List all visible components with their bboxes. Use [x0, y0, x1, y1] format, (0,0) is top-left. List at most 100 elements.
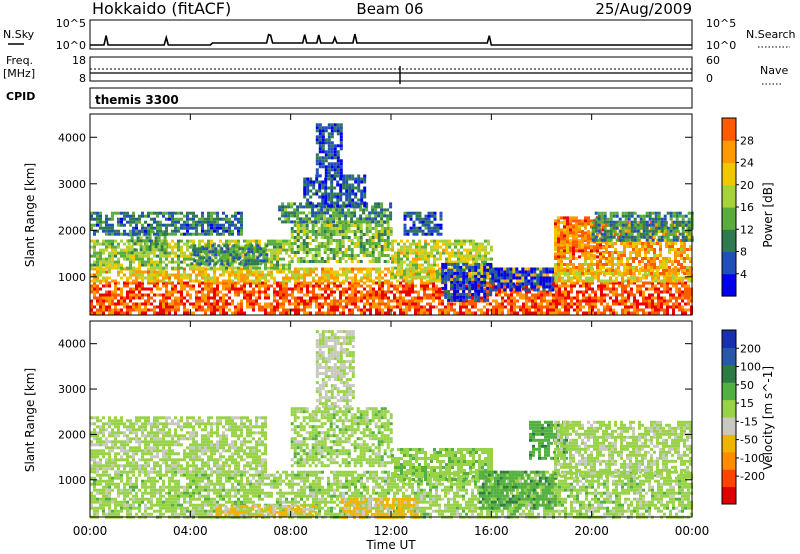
power-cell-band-0	[627, 311, 630, 315]
power-cell-band-2	[213, 245, 216, 249]
power-cell-band-2	[222, 263, 225, 267]
power-cell-band-4	[189, 226, 192, 230]
power-cell-band-9	[315, 126, 319, 130]
power-cell-band-2	[117, 266, 120, 270]
power-cell-band-2	[276, 257, 279, 261]
power-cell-band-4	[108, 232, 111, 236]
power-cell-band-0	[261, 281, 264, 285]
power-cell-band-10	[412, 242, 415, 246]
power-cell-band-2	[189, 266, 192, 270]
power-cell-band-1	[378, 276, 381, 280]
power-cell-band-0	[408, 290, 411, 294]
power-cell-band-0	[123, 281, 126, 285]
power-cell-band-1	[363, 276, 366, 280]
power-cell-band-13	[545, 282, 549, 286]
power-cell-band-0	[633, 302, 636, 306]
power-cell-band-1	[528, 267, 531, 271]
power-cell-band-0	[540, 290, 543, 294]
power-cell-band-0	[519, 293, 522, 297]
power-cell-band-8	[330, 204, 334, 208]
power-cell-band-1	[162, 270, 165, 274]
power-cell-band-0	[462, 305, 465, 309]
power-cell-band-0	[258, 293, 261, 297]
power-cell-band-4	[129, 223, 132, 227]
power-cell-band-0	[330, 308, 333, 312]
power-cell-band-9	[327, 162, 331, 166]
power-cell-band-0	[606, 287, 609, 291]
power-cell-band-8	[351, 192, 355, 196]
power-cell-band-0	[582, 311, 585, 315]
power-cell-band-0	[252, 293, 255, 297]
power-cell-band-0	[564, 293, 567, 297]
power-cell-band-13	[506, 276, 510, 280]
power-cell-band-0	[498, 308, 501, 312]
power-cell-band-2	[144, 242, 147, 246]
power-cell-band-12	[465, 265, 469, 269]
power-cell-band-12	[474, 292, 478, 296]
power-cell-band-0	[420, 299, 423, 303]
beam-title: Beam 06	[356, 0, 423, 18]
power-cell-band-0	[270, 305, 273, 309]
power-cell-band-6	[290, 245, 294, 248]
power-cell-band-1	[324, 276, 327, 280]
power-cell-band-0	[369, 296, 372, 300]
power-cell-band-8	[357, 177, 361, 181]
power-cell-band-0	[669, 293, 672, 297]
power-cell-band-4	[213, 223, 216, 227]
power-cell-band-10	[421, 263, 424, 267]
power-cell-band-7	[374, 217, 378, 221]
power-cell-band-10	[412, 266, 415, 270]
power-cell-band-0	[522, 311, 525, 315]
power-cell-band-7	[386, 217, 390, 221]
power-cell-band-0	[288, 293, 291, 297]
power-cell-band-13	[527, 270, 531, 274]
power-cell-band-13	[545, 279, 549, 283]
power-cell-band-1	[201, 273, 204, 277]
power-cell-band-2	[288, 242, 291, 246]
power-cell-band-8	[351, 204, 355, 208]
power-cell-band-6	[299, 257, 303, 260]
power-cell-band-7	[347, 208, 351, 212]
power-cell-band-0	[435, 293, 438, 297]
power-cell-band-0	[396, 302, 399, 306]
power-cell-band-0	[621, 299, 624, 303]
power-cell-band-4	[201, 211, 204, 215]
power-cell-band-1	[378, 267, 381, 271]
power-cell-band-4	[99, 220, 102, 224]
power-cell-band-2	[267, 257, 270, 261]
power-cell-band-0	[135, 296, 138, 300]
power-cell-band-1	[348, 267, 351, 271]
power-cell-band-1	[327, 267, 330, 271]
power-cell-band-0	[213, 302, 216, 306]
power-cell-band-2	[132, 254, 135, 258]
power-cell-band-2	[249, 239, 252, 243]
power-cell-band-1	[237, 279, 240, 283]
power-cell-band-1	[318, 276, 321, 280]
power-cell-band-0	[138, 293, 141, 297]
power-cell-band-2	[234, 260, 237, 264]
power-cell-band-4	[240, 217, 243, 221]
power-cell-band-2	[183, 260, 186, 264]
power-cell-band-4	[177, 217, 180, 221]
power-cell-band-0	[348, 296, 351, 300]
power-cell-band-0	[213, 290, 216, 294]
power-cell-band-8	[324, 201, 328, 205]
power-cell-band-11	[415, 214, 419, 218]
power-cell-band-4	[237, 229, 240, 233]
power-cell-band-2	[93, 251, 96, 255]
power-cell-band-0	[429, 293, 432, 297]
power-cell-band-1	[669, 276, 672, 280]
power-cell-band-10	[481, 242, 484, 246]
power-cell-band-0	[381, 281, 384, 285]
power-cell-band-4	[225, 217, 228, 221]
power-cell-band-1	[582, 279, 585, 283]
power-cell-band-6	[299, 242, 303, 245]
power-cell-band-2	[171, 248, 174, 252]
power-cell-band-10	[391, 254, 394, 258]
power-cell-band-0	[561, 302, 564, 306]
power-cell-band-0	[357, 281, 360, 285]
power-cell-band-10	[415, 257, 418, 261]
power-cell-band-0	[432, 296, 435, 300]
power-cell-band-10	[421, 269, 424, 273]
power-cell-band-4	[180, 226, 183, 230]
